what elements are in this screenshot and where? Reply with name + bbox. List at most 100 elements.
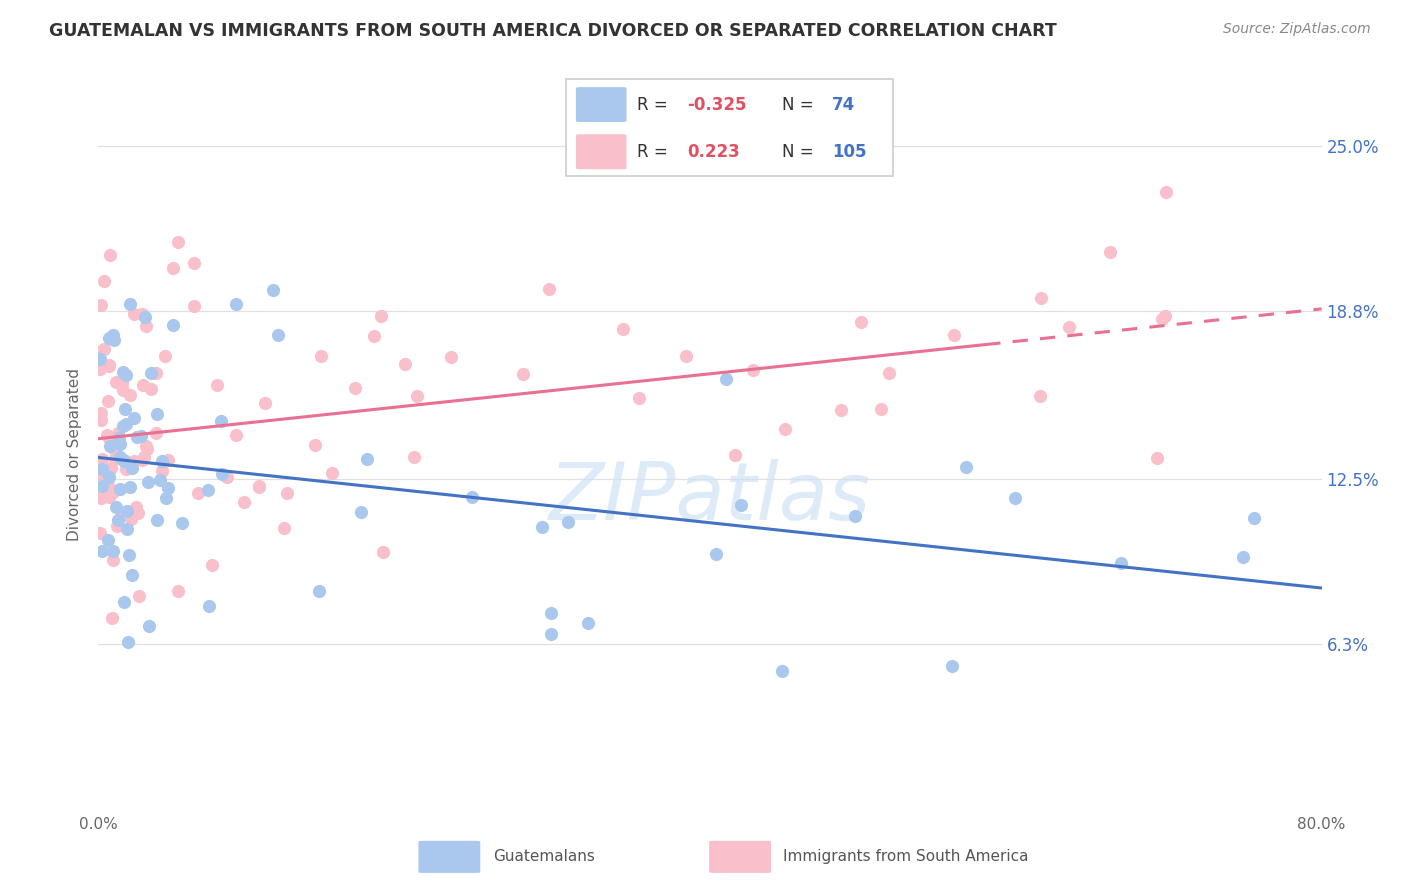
Point <box>117 504 139 518</box>
Point <box>207 378 229 392</box>
Point <box>93 274 115 288</box>
Point <box>115 417 138 432</box>
Point <box>112 383 135 397</box>
Point <box>225 297 247 311</box>
Point <box>308 583 330 598</box>
Point <box>440 351 463 365</box>
Point <box>152 464 174 478</box>
Point <box>170 516 193 530</box>
Point <box>675 349 697 363</box>
Point <box>135 319 157 334</box>
Point <box>217 469 239 483</box>
Point <box>304 438 326 452</box>
Point <box>276 485 298 500</box>
Point <box>90 462 112 476</box>
Point <box>90 413 112 427</box>
Point <box>145 366 167 380</box>
Point <box>111 365 134 379</box>
Point <box>247 479 270 493</box>
Point <box>1057 320 1080 334</box>
Point <box>201 558 224 572</box>
Point <box>153 349 176 363</box>
Point <box>96 533 118 548</box>
Point <box>118 388 141 402</box>
Point <box>98 431 121 445</box>
Point <box>122 410 145 425</box>
Point <box>121 567 143 582</box>
Point <box>131 453 153 467</box>
Point <box>89 351 111 366</box>
Point <box>1232 550 1254 565</box>
Point <box>115 368 138 383</box>
Point <box>132 377 155 392</box>
Point <box>406 388 429 402</box>
Point <box>187 485 209 500</box>
Point <box>849 316 872 330</box>
Point <box>197 599 219 614</box>
Y-axis label: Divorced or Separated: Divorced or Separated <box>67 368 83 541</box>
Point <box>311 349 333 363</box>
FancyBboxPatch shape <box>576 87 627 122</box>
Point <box>97 469 120 483</box>
Point <box>90 406 112 420</box>
Point <box>830 402 852 417</box>
Point <box>741 363 763 377</box>
Point <box>1099 244 1122 259</box>
Text: GUATEMALAN VS IMMIGRANTS FROM SOUTH AMERICA DIVORCED OR SEPARATED CORRELATION CH: GUATEMALAN VS IMMIGRANTS FROM SOUTH AMER… <box>49 22 1057 40</box>
Point <box>104 452 127 467</box>
Point <box>1111 556 1133 570</box>
Point <box>91 451 114 466</box>
Point <box>211 467 233 482</box>
Point <box>115 522 138 536</box>
Point <box>321 466 343 480</box>
Point <box>103 553 125 567</box>
Point <box>104 443 127 458</box>
Point <box>104 500 127 514</box>
Point <box>183 256 205 270</box>
Point <box>112 453 135 467</box>
Point <box>162 318 184 332</box>
Point <box>155 491 177 506</box>
Text: N =: N = <box>782 143 818 161</box>
Point <box>628 391 651 405</box>
Point <box>512 367 534 381</box>
Point <box>110 376 132 390</box>
Point <box>145 513 167 527</box>
Point <box>129 429 152 443</box>
Point <box>97 358 120 372</box>
Point <box>97 394 120 409</box>
Point <box>131 306 153 320</box>
Point <box>98 331 121 345</box>
Point <box>1029 389 1052 403</box>
Point <box>350 505 373 519</box>
Point <box>136 442 159 457</box>
Point <box>103 333 125 347</box>
Point <box>578 615 600 630</box>
Point <box>132 450 155 464</box>
Point <box>135 439 157 453</box>
Point <box>110 450 132 464</box>
Point <box>273 521 295 535</box>
Point <box>97 490 120 504</box>
Point <box>98 248 121 262</box>
Point <box>89 490 111 504</box>
Point <box>108 483 131 497</box>
Point <box>96 427 118 442</box>
Text: 74: 74 <box>832 95 856 113</box>
Point <box>103 544 125 558</box>
Point <box>149 473 172 487</box>
Point <box>166 584 188 599</box>
Point <box>114 461 136 475</box>
Point <box>139 383 162 397</box>
Point <box>254 396 277 410</box>
Text: ZIPatlas: ZIPatlas <box>548 458 872 537</box>
Point <box>89 362 111 376</box>
Point <box>111 419 134 434</box>
FancyBboxPatch shape <box>565 78 893 177</box>
Point <box>93 343 115 357</box>
Point <box>145 425 167 440</box>
Point <box>197 483 219 497</box>
Point <box>128 589 150 603</box>
Point <box>394 357 416 371</box>
Point <box>93 485 115 500</box>
